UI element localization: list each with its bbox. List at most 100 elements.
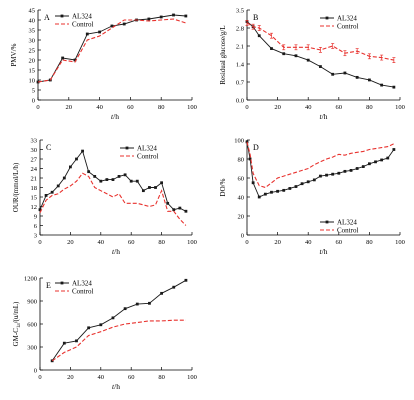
legend-label: AL324 (72, 13, 92, 21)
y-tick-label: 5 (32, 87, 35, 94)
data-point-al324 (349, 169, 353, 172)
x-tick-label: 0 (245, 104, 248, 111)
series-line-al324 (246, 21, 394, 88)
y-axis-label: GM-C1a/(u/mL) (12, 301, 22, 346)
data-point-al324 (160, 181, 163, 185)
y-tick-label: 35 (29, 27, 36, 34)
x-tick-label: 0 (36, 104, 39, 111)
y-tick-label: 20 (29, 57, 36, 64)
x-tick-label: 40 (305, 104, 312, 111)
y-tick-label: 15 (31, 194, 38, 201)
x-tick-label: 60 (128, 374, 135, 381)
data-point-al324 (343, 169, 347, 173)
y-tick-label: 10 (29, 77, 36, 84)
y-tick-label: 1200 (24, 275, 37, 282)
data-point-al324 (276, 189, 279, 193)
y-tick-label: 3 (34, 232, 37, 239)
data-point-al324 (73, 58, 77, 62)
data-point-al324 (62, 341, 66, 345)
data-point-al324 (159, 15, 163, 19)
data-point-al324 (87, 326, 91, 330)
y-tick-label: 60 (238, 175, 245, 182)
data-point-al324 (331, 72, 335, 76)
y-tick-label: 0.7 (236, 79, 245, 86)
data-point-al324 (81, 149, 84, 153)
legend-marker (60, 281, 64, 285)
y-tick-label: 80 (238, 156, 245, 163)
data-point-al324 (380, 158, 384, 162)
data-point-al324 (331, 172, 335, 176)
data-point-al324 (380, 83, 384, 87)
x-tick-label: 40 (305, 239, 312, 246)
data-point-al324 (294, 54, 298, 58)
data-point-al324 (110, 24, 114, 28)
x-tick-label: 20 (274, 104, 281, 111)
y-tick-label: 15 (29, 67, 36, 74)
data-point-al324 (248, 157, 252, 161)
data-point-al324 (123, 307, 127, 311)
y-tick-label: 0.0 (236, 97, 244, 104)
x-tick-label: 60 (128, 239, 135, 246)
data-point-al324 (374, 160, 377, 164)
legend-label: AL324 (337, 15, 357, 23)
x-tick-label: 80 (158, 374, 165, 381)
data-point-al324 (184, 278, 188, 282)
series-line-al324 (246, 141, 395, 198)
x-tick-label: 40 (96, 104, 103, 111)
x-tick-label: 80 (158, 104, 165, 111)
data-point-al324 (355, 167, 359, 170)
y-tick-label: 0 (32, 97, 35, 104)
data-point-al324 (50, 359, 54, 363)
legend-label: Control (137, 153, 158, 161)
data-point-al324 (166, 201, 170, 205)
data-point-al324 (135, 302, 139, 306)
panel-label: D (253, 143, 259, 152)
data-point-al324 (306, 58, 310, 62)
x-tick-label: 40 (98, 239, 105, 246)
data-point-al324 (270, 190, 273, 194)
x-tick-label: 80 (366, 104, 373, 111)
data-point-al324 (147, 17, 151, 21)
y-tick-label: 12 (31, 204, 38, 211)
y-tick-label: 2.8 (236, 25, 244, 32)
x-tick-label: 0 (38, 374, 41, 381)
x-tick-label: 60 (336, 104, 343, 111)
data-point-al324 (69, 165, 72, 169)
data-point-al324 (105, 178, 109, 181)
x-tick-label: 100 (187, 239, 197, 246)
y-tick-label: 40 (238, 194, 245, 201)
data-point-al324 (355, 75, 359, 79)
y-tick-label: 0 (241, 232, 244, 239)
panel-label: E (46, 281, 51, 290)
panel-c: 0 20 40 60 80 100 3 6 9 12 15 18 21 24 27 30 33 Ct/h OUR/(… (12, 137, 197, 256)
data-point-al324 (300, 182, 304, 186)
data-point-al324 (282, 188, 286, 192)
y-tick-label: 100 (234, 137, 244, 144)
data-point-al324 (172, 13, 175, 17)
y-tick-label: 45 (29, 7, 36, 14)
data-point-al324 (99, 179, 103, 183)
data-point-al324 (392, 85, 396, 89)
y-tick-label: 30 (31, 147, 38, 154)
x-axis-label: t/h (112, 382, 120, 391)
y-tick-label: 1.4 (236, 61, 245, 68)
data-point-al324 (257, 34, 261, 38)
panel-a: 0 20 40 60 80 100 0 5 10 15 20 25 30 35 40 45 At/h PMV/% A… (10, 7, 197, 121)
x-axis-label: t/h (320, 112, 328, 121)
x-tick-label: 100 (187, 104, 197, 111)
data-point-al324 (306, 180, 310, 184)
data-point-al324 (337, 171, 341, 175)
data-point-al324 (288, 187, 292, 190)
x-tick-label: 0 (245, 239, 248, 246)
panel-label: C (46, 143, 51, 152)
y-tick-label: 30 (29, 37, 36, 44)
data-point-al324 (148, 301, 151, 305)
y-tick-label: 40 (29, 17, 36, 24)
legend-marker (325, 220, 329, 224)
data-point-al324 (263, 192, 267, 196)
legend-label: AL324 (72, 280, 92, 288)
y-tick-label: 24 (31, 166, 38, 173)
